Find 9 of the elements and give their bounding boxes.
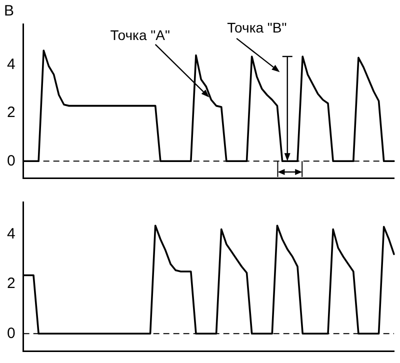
annotation: Точка "A": [110, 26, 170, 43]
annotation: Точка "B": [227, 20, 287, 36]
y-tick-label: 0: [7, 152, 16, 170]
y-tick-label: 4: [7, 56, 16, 74]
y-tick-label: 0: [7, 324, 16, 342]
y-tick-label: 2: [7, 104, 16, 122]
y-axis-title: В: [4, 2, 14, 20]
y-tick-label: 4: [7, 225, 16, 242]
y-tick-label: 2: [7, 275, 16, 292]
